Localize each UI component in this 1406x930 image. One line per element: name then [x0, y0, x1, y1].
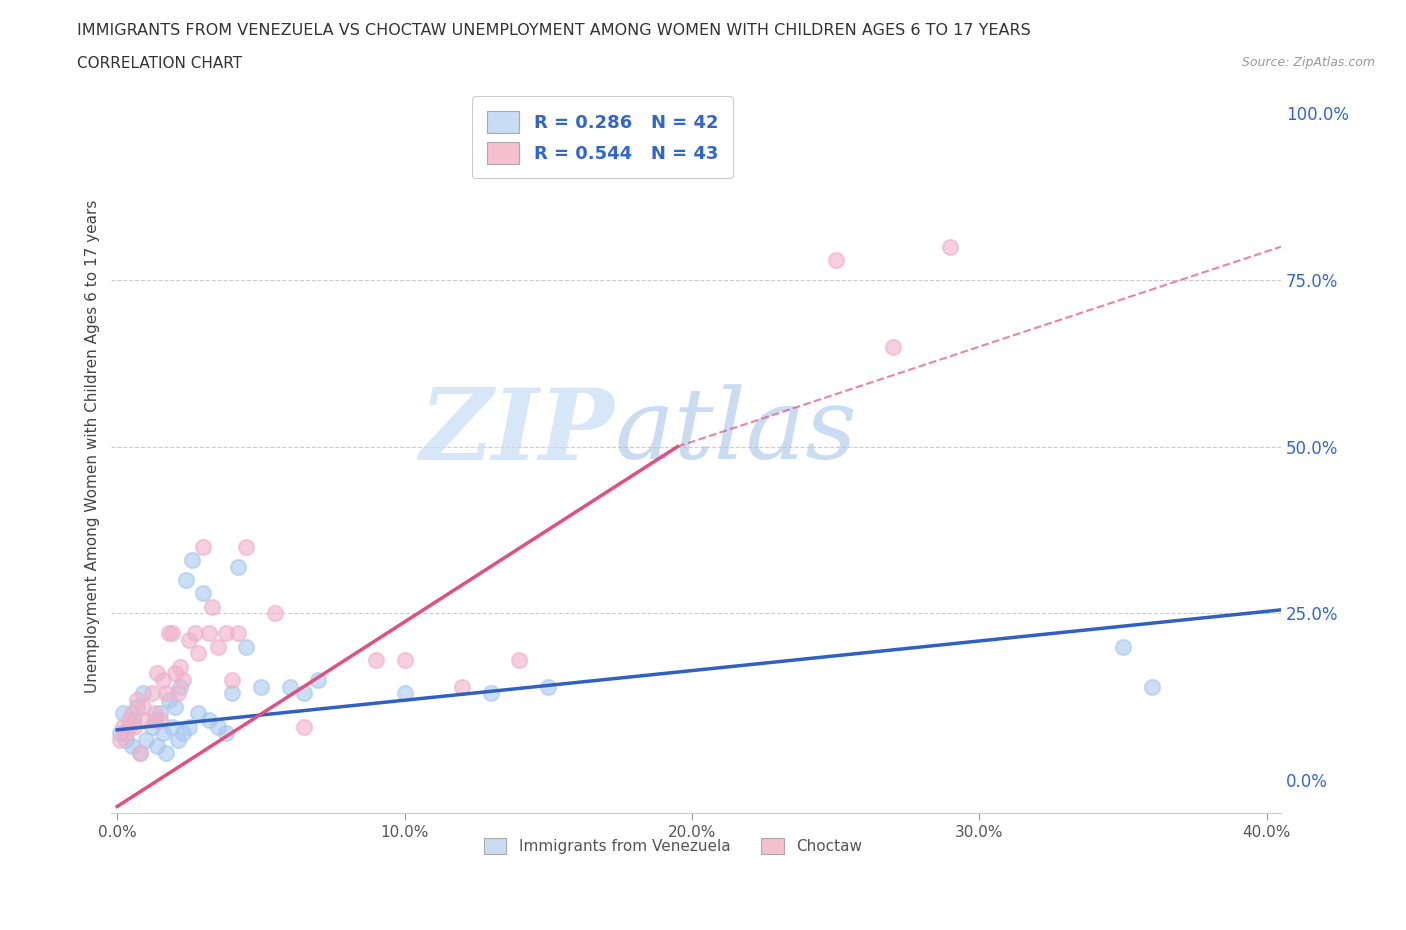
Point — [152, 725, 174, 740]
Point — [226, 626, 249, 641]
Point — [292, 719, 315, 734]
Point — [1140, 679, 1163, 694]
Point — [187, 706, 209, 721]
Point — [201, 599, 224, 614]
Point — [135, 733, 157, 748]
Point — [221, 672, 243, 687]
Point — [882, 339, 904, 354]
Point — [155, 685, 177, 700]
Point — [132, 685, 155, 700]
Point — [1112, 639, 1135, 654]
Point — [160, 719, 183, 734]
Point — [108, 725, 131, 740]
Text: ZIP: ZIP — [419, 384, 614, 480]
Point — [127, 693, 149, 708]
Point — [124, 719, 146, 734]
Point — [394, 685, 416, 700]
Point — [114, 725, 136, 740]
Point — [824, 253, 846, 268]
Point — [394, 653, 416, 668]
Point — [143, 712, 166, 727]
Point — [537, 679, 560, 694]
Point — [146, 666, 169, 681]
Point — [198, 626, 221, 641]
Point — [278, 679, 301, 694]
Point — [193, 586, 215, 601]
Point — [292, 685, 315, 700]
Point — [149, 712, 172, 727]
Point — [177, 719, 200, 734]
Point — [111, 706, 134, 721]
Point — [163, 666, 186, 681]
Point — [198, 712, 221, 727]
Point — [111, 719, 134, 734]
Point — [114, 733, 136, 748]
Point — [132, 699, 155, 714]
Point — [121, 739, 143, 754]
Point — [215, 725, 238, 740]
Point — [127, 699, 149, 714]
Point — [108, 733, 131, 748]
Text: IMMIGRANTS FROM VENEZUELA VS CHOCTAW UNEMPLOYMENT AMONG WOMEN WITH CHILDREN AGES: IMMIGRANTS FROM VENEZUELA VS CHOCTAW UNE… — [77, 23, 1031, 38]
Point — [160, 626, 183, 641]
Point — [508, 653, 530, 668]
Point — [235, 639, 257, 654]
Point — [143, 706, 166, 721]
Point — [124, 712, 146, 727]
Legend: Immigrants from Venezuela, Choctaw: Immigrants from Venezuela, Choctaw — [478, 832, 868, 860]
Point — [155, 746, 177, 761]
Point — [177, 632, 200, 647]
Point — [172, 725, 194, 740]
Point — [166, 685, 188, 700]
Point — [169, 679, 191, 694]
Point — [172, 672, 194, 687]
Point — [184, 626, 207, 641]
Point — [157, 626, 180, 641]
Point — [187, 645, 209, 660]
Point — [129, 746, 152, 761]
Point — [149, 706, 172, 721]
Point — [364, 653, 387, 668]
Point — [226, 559, 249, 574]
Point — [118, 719, 141, 734]
Text: CORRELATION CHART: CORRELATION CHART — [77, 56, 242, 71]
Point — [141, 685, 163, 700]
Point — [207, 639, 229, 654]
Point — [121, 706, 143, 721]
Point — [174, 573, 197, 588]
Point — [118, 712, 141, 727]
Point — [146, 739, 169, 754]
Point — [939, 239, 962, 254]
Point — [141, 719, 163, 734]
Text: atlas: atlas — [614, 384, 858, 480]
Point — [207, 719, 229, 734]
Point — [169, 659, 191, 674]
Point — [166, 733, 188, 748]
Y-axis label: Unemployment Among Women with Children Ages 6 to 17 years: Unemployment Among Women with Children A… — [86, 200, 100, 693]
Point — [221, 685, 243, 700]
Point — [180, 552, 202, 567]
Point — [451, 679, 474, 694]
Point — [215, 626, 238, 641]
Point — [163, 699, 186, 714]
Point — [250, 679, 273, 694]
Point — [479, 685, 502, 700]
Point — [193, 539, 215, 554]
Point — [135, 712, 157, 727]
Point — [129, 746, 152, 761]
Text: Source: ZipAtlas.com: Source: ZipAtlas.com — [1241, 56, 1375, 69]
Point — [152, 672, 174, 687]
Point — [235, 539, 257, 554]
Point — [264, 605, 287, 620]
Point — [157, 693, 180, 708]
Point — [307, 672, 329, 687]
